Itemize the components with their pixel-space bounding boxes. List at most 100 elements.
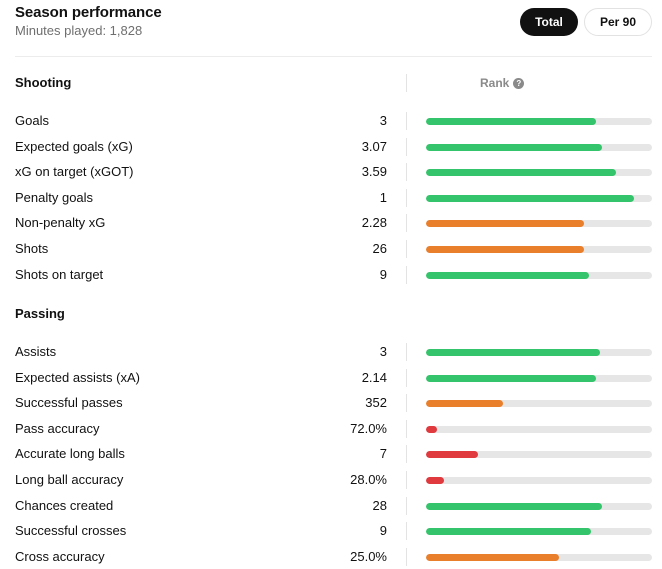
column-divider (406, 266, 407, 284)
rank-bar-fill (426, 528, 591, 535)
rank-bar-track (426, 477, 652, 484)
stat-label: Goals (15, 113, 49, 128)
stat-label: Successful passes (15, 395, 123, 410)
column-divider (406, 163, 407, 181)
column-divider (406, 548, 407, 566)
stat-value: 1 (379, 190, 387, 205)
rank-bar-track (426, 220, 652, 227)
stat-value: 2.28 (361, 215, 387, 230)
stat-value: 3 (379, 344, 387, 359)
page-title: Season performance (15, 4, 162, 21)
stat-label: Penalty goals (15, 190, 94, 205)
column-divider (406, 369, 407, 387)
stat-row: Assists 3 (0, 341, 662, 363)
rank-bar-track (426, 426, 652, 433)
stat-row: xG on target (xGOT) 3.59 (0, 161, 662, 183)
rank-bar-track (426, 195, 652, 202)
column-divider (406, 343, 407, 361)
rank-header-label: Rank (480, 76, 510, 90)
stat-label: Expected assists (xA) (15, 370, 140, 385)
stat-value: 9 (379, 523, 387, 538)
stat-label: Assists (15, 344, 57, 359)
stat-label: Cross accuracy (15, 549, 105, 564)
stat-row: Expected goals (xG) 3.07 (0, 136, 662, 158)
stat-value: 72.0% (350, 421, 387, 436)
rank-bar-fill (426, 144, 603, 151)
stat-label: Pass accuracy (15, 421, 100, 436)
stat-value: 3.07 (361, 139, 387, 154)
rank-bar-track (426, 169, 652, 176)
rank-bar-fill (426, 272, 589, 279)
per90-toggle-button[interactable]: Per 90 (584, 8, 652, 36)
rank-bar-track (426, 554, 652, 561)
column-divider (406, 74, 407, 92)
stat-row: Accurate long balls 7 (0, 443, 662, 465)
stat-label: Accurate long balls (15, 446, 125, 461)
rank-header: Rank ? (480, 76, 525, 90)
column-divider (406, 394, 407, 412)
minutes-played: Minutes played: 1,828 (15, 23, 143, 38)
stat-row: Shots 26 (0, 238, 662, 260)
header-divider (15, 56, 652, 57)
stat-mode-toggle: Total Per 90 (520, 8, 652, 36)
column-divider (406, 138, 407, 156)
rank-bar-track (426, 272, 652, 279)
column-divider (406, 522, 407, 540)
rank-bar-fill (426, 477, 445, 484)
stat-value: 28.0% (350, 472, 387, 487)
column-divider (406, 497, 407, 515)
stat-row: Chances created 28 (0, 495, 662, 517)
stat-value: 352 (365, 395, 387, 410)
help-icon[interactable]: ? (513, 77, 525, 89)
column-divider (406, 445, 407, 463)
stat-value: 7 (379, 446, 387, 461)
rank-bar-fill (426, 375, 596, 382)
column-divider (406, 471, 407, 489)
stat-value: 26 (372, 241, 387, 256)
stat-label: Expected goals (xG) (15, 139, 133, 154)
rank-bar-fill (426, 451, 478, 458)
stat-row: Pass accuracy 72.0% (0, 418, 662, 440)
stat-label: Long ball accuracy (15, 472, 124, 487)
rank-bar-fill (426, 349, 601, 356)
stat-label: xG on target (xGOT) (15, 164, 134, 179)
stat-row: Cross accuracy 25.0% (0, 546, 662, 568)
stat-label: Shots on target (15, 267, 104, 282)
rank-bar-track (426, 528, 652, 535)
column-divider (406, 420, 407, 438)
stat-row: Expected assists (xA) 2.14 (0, 367, 662, 389)
stat-value: 28 (372, 498, 387, 513)
section-title-shooting: Shooting (15, 75, 72, 90)
rank-bar-fill (426, 554, 560, 561)
rank-bar-fill (426, 195, 634, 202)
total-toggle-button[interactable]: Total (520, 8, 578, 36)
column-divider (406, 189, 407, 207)
column-divider (406, 214, 407, 232)
rank-bar-track (426, 451, 652, 458)
stat-row: Long ball accuracy 28.0% (0, 469, 662, 491)
rank-bar-track (426, 144, 652, 151)
rank-bar-fill (426, 426, 438, 433)
rank-bar-fill (426, 400, 503, 407)
stat-row: Shots on target 9 (0, 264, 662, 286)
column-divider (406, 112, 407, 130)
stat-row: Penalty goals 1 (0, 187, 662, 209)
stat-label: Shots (15, 241, 49, 256)
rank-bar-fill (426, 246, 585, 253)
stat-row: Successful crosses 9 (0, 520, 662, 542)
stat-value: 9 (379, 267, 387, 282)
rank-bar-track (426, 400, 652, 407)
rank-bar-fill (426, 169, 616, 176)
stat-row: Goals 3 (0, 110, 662, 132)
section-title-passing: Passing (15, 306, 65, 321)
stat-value: 3.59 (361, 164, 387, 179)
rank-bar-fill (426, 503, 603, 510)
stat-row: Successful passes 352 (0, 392, 662, 414)
rank-bar-fill (426, 220, 585, 227)
rank-bar-track (426, 375, 652, 382)
column-divider (406, 240, 407, 258)
stat-label: Successful crosses (15, 523, 127, 538)
rank-bar-track (426, 246, 652, 253)
rank-bar-track (426, 349, 652, 356)
